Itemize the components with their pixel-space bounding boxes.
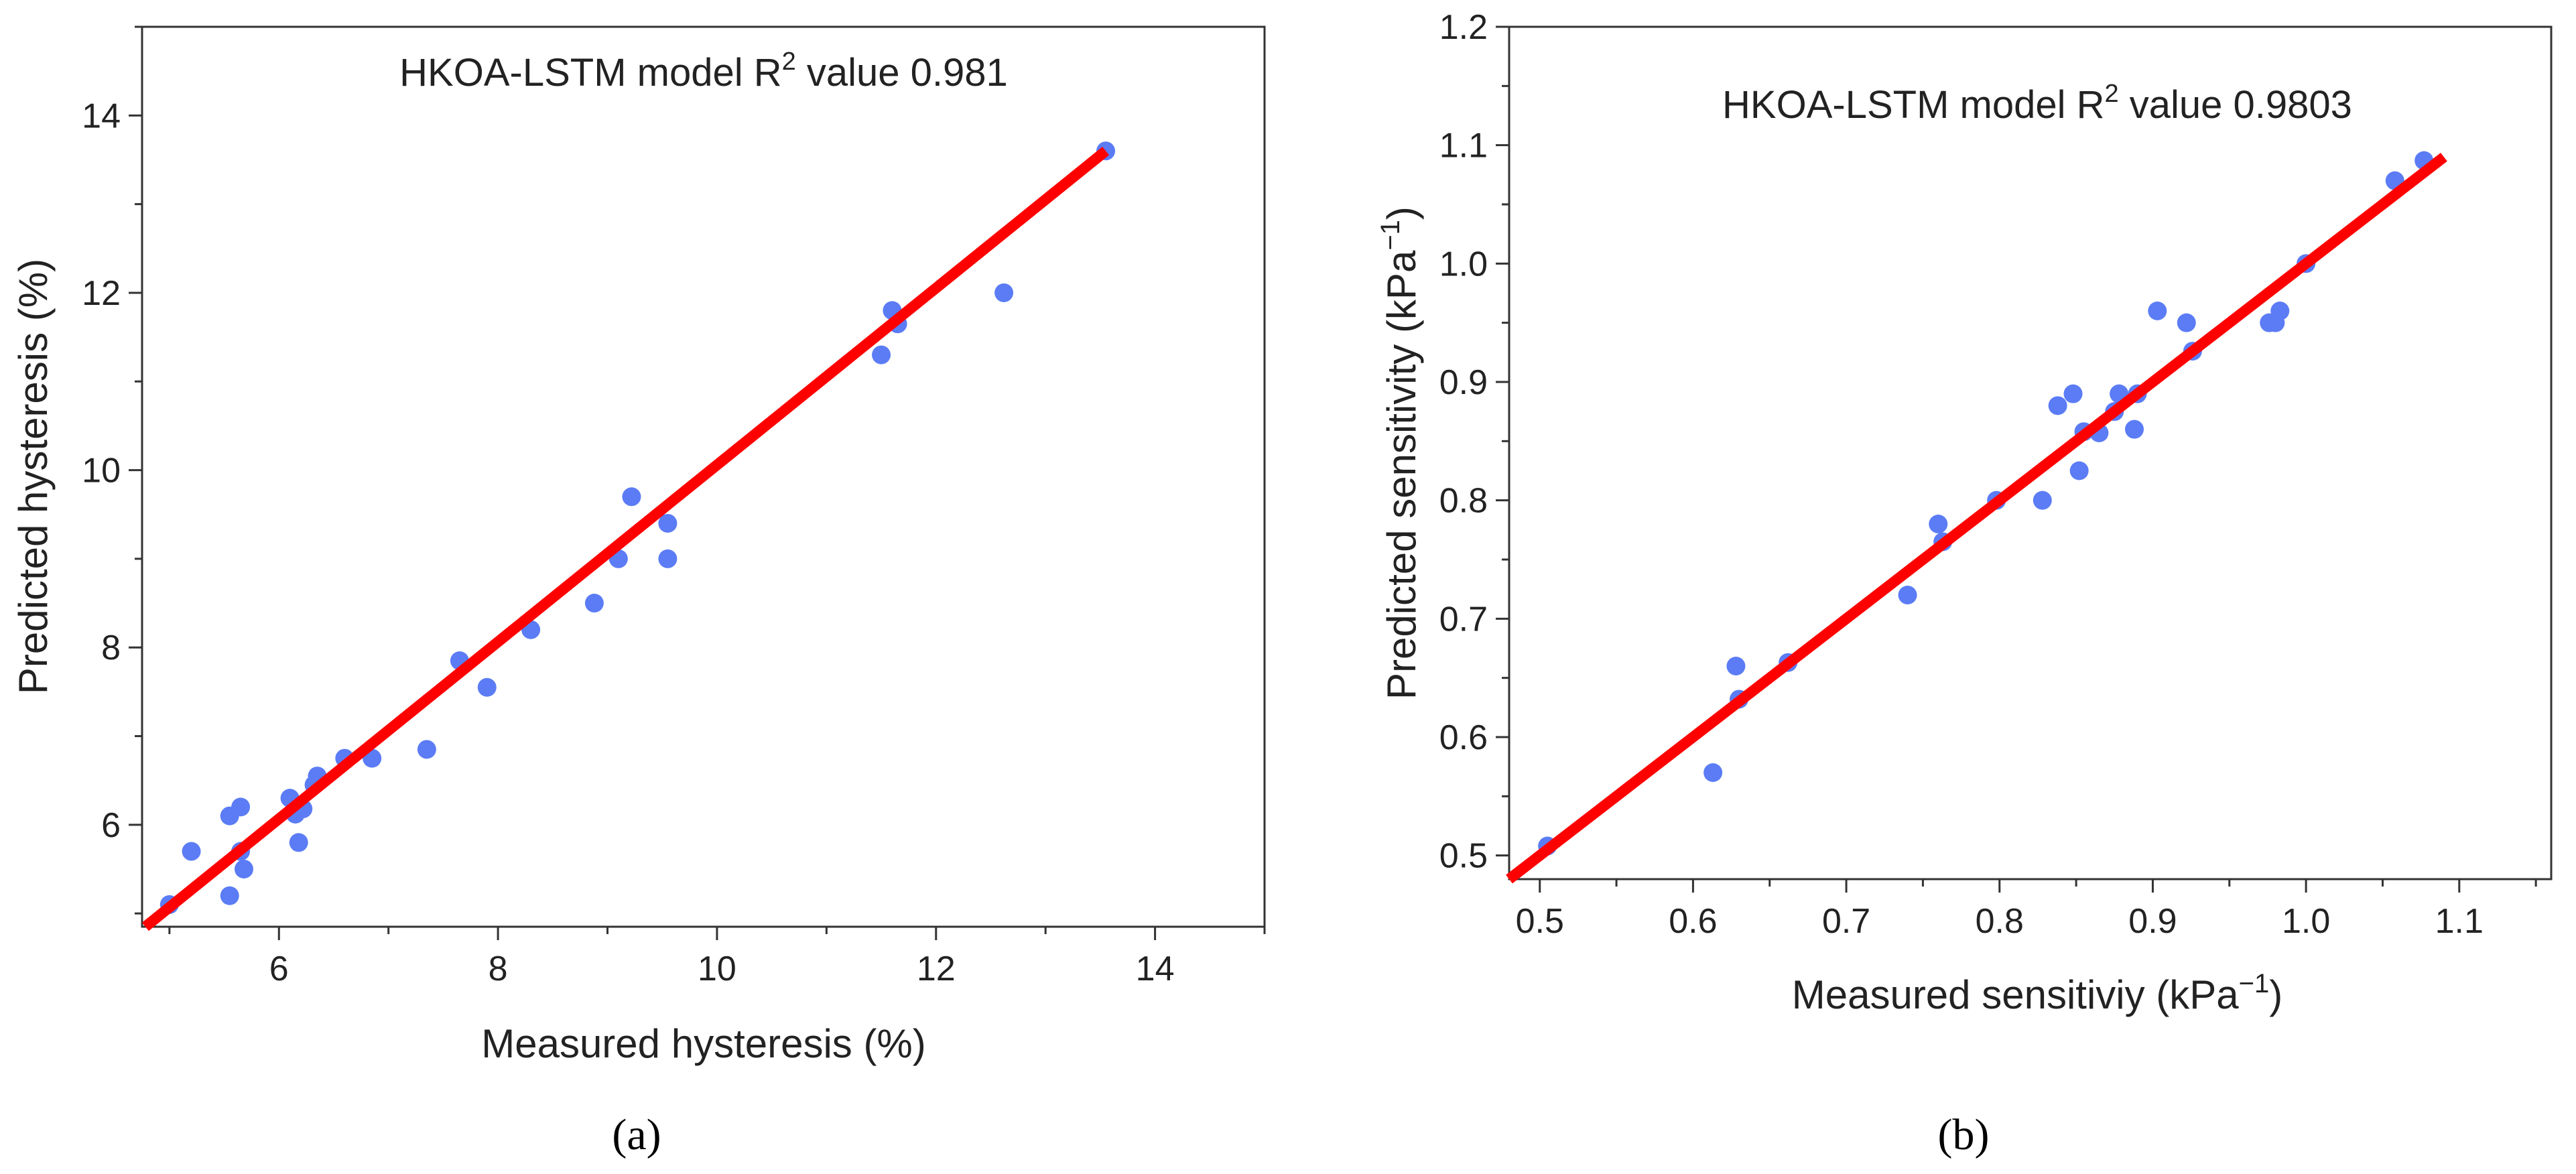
x-tick-label: 10 <box>698 950 736 988</box>
data-point <box>2033 491 2052 510</box>
chart-b: HKOA-LSTM model R2 value 0.9803 0.5 0.6 0.… <box>1376 8 2553 1159</box>
data-point <box>289 833 308 852</box>
data-point <box>2148 302 2167 320</box>
data-point <box>1703 763 1723 782</box>
y-tick-label: 6 <box>101 806 121 845</box>
y-tick-label: 8 <box>101 629 121 667</box>
data-point <box>622 487 641 507</box>
y-tick-label: 10 <box>82 452 121 491</box>
x-tick-label: 12 <box>917 950 956 988</box>
y-tick-label: 0.6 <box>1439 718 1488 757</box>
data-point <box>1898 586 1917 604</box>
data-point <box>2069 461 2089 480</box>
data-point <box>1726 657 1746 675</box>
chart-b-ticks: 0.5 0.6 0.7 0.8 0.9 1.0 1.1 0.5 0.6 0.7 0.8 0.9 1.0 1… <box>1439 8 2537 941</box>
data-point <box>658 513 678 533</box>
data-point <box>2048 396 2067 415</box>
x-tick-label: 0.5 <box>1516 902 1564 941</box>
chart-a-title: HKOA-LSTM model R2 value 0.981 <box>399 48 1008 94</box>
y-tick-label: 1.0 <box>1439 245 1488 283</box>
y-tick-label: 14 <box>82 96 121 135</box>
x-tick-label: 0.8 <box>1976 902 2024 941</box>
chart-b-title: HKOA-LSTM model R2 value 0.9803 <box>1722 80 2352 127</box>
y-tick-label: 0.9 <box>1439 363 1488 402</box>
chart-a-panel-label: (a) <box>612 1110 661 1159</box>
x-tick-label: 1.1 <box>2435 902 2484 941</box>
data-point <box>2125 419 2144 439</box>
x-tick-label: 0.6 <box>1669 902 1717 941</box>
y-tick-label: 0.8 <box>1439 482 1488 521</box>
chart-a-fit-line <box>141 147 1110 931</box>
x-tick-label: 0.9 <box>2128 902 2177 941</box>
data-point <box>220 886 239 905</box>
chart-a-x-axis-title: Measured hysteresis (%) <box>481 1021 926 1066</box>
data-point <box>234 859 253 878</box>
data-point <box>1929 515 1948 533</box>
x-tick-label: 8 <box>489 950 508 988</box>
y-tick-label: 1.1 <box>1439 127 1488 166</box>
chart-a: HKOA-LSTM model R2 value 0.981 6 8 10 12 146… <box>11 25 1266 1159</box>
y-tick-label: 12 <box>82 274 121 313</box>
data-point <box>417 740 436 759</box>
y-tick-label: 1.2 <box>1439 8 1488 47</box>
chart-b-plot-frame <box>1508 25 2553 880</box>
data-point <box>658 549 678 568</box>
data-point <box>872 345 891 365</box>
y-tick-label: 0.7 <box>1439 600 1488 639</box>
x-tick-label: 14 <box>1136 950 1175 988</box>
data-point <box>2063 384 2083 403</box>
chart-b-panel-label: (b) <box>1938 1110 1990 1159</box>
chart-a-ticks: 6 8 10 12 14 6 8 10 12 14 <box>82 25 1266 988</box>
data-point <box>2177 313 2196 332</box>
data-point <box>477 677 497 697</box>
x-tick-label: 1.0 <box>2282 902 2330 941</box>
chart-b-x-axis-title: Measured sensitiviy (kPa−1) <box>1792 969 2283 1017</box>
chart-a-y-axis-title: Predicted hysteresis (%) <box>11 259 56 694</box>
x-tick-label: 0.7 <box>1822 902 1870 941</box>
chart-b-fit-line <box>1506 153 2447 884</box>
data-point <box>231 797 251 817</box>
y-tick-label: 0.5 <box>1439 837 1488 876</box>
data-point <box>584 594 604 613</box>
x-tick-label: 6 <box>269 950 289 988</box>
chart-b-y-axis-title: Predicted sensitivity (kPa−1) <box>1376 206 1424 700</box>
chart-a-plot-frame <box>141 25 1266 928</box>
data-point <box>182 842 201 861</box>
chart-a-points <box>159 141 1116 914</box>
data-point <box>2270 302 2290 320</box>
data-point <box>994 283 1014 302</box>
